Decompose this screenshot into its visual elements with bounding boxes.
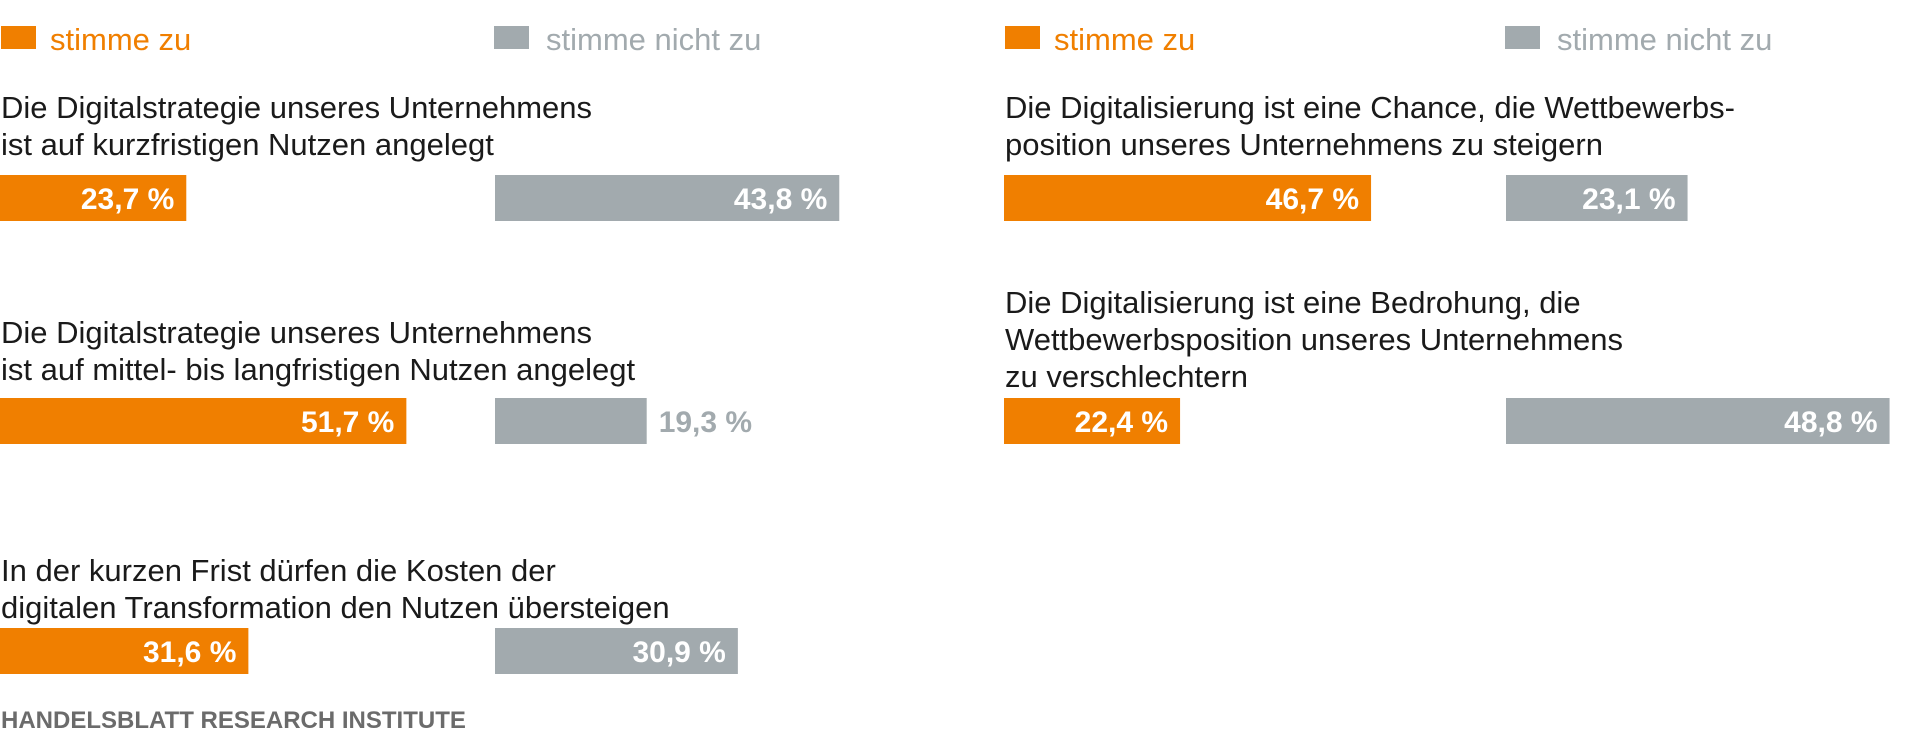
value-disagree-3: 30,9 %	[632, 636, 725, 669]
value-agree-4: 46,7 %	[1266, 183, 1359, 216]
question-4-line-1: Die Digitalisierung ist eine Chance, die…	[1005, 90, 1735, 125]
legend-swatch-disagree-1	[1505, 26, 1540, 49]
bar-disagree-2	[495, 398, 647, 444]
value-agree-5: 22,4 %	[1075, 406, 1168, 439]
question-2-line-1: Die Digitalstrategie unseres Unternehmen…	[1, 315, 592, 350]
bar-disagree-1	[495, 175, 840, 221]
legend-label-disagree-0: stimme nicht zu	[546, 22, 761, 57]
source-label: HANDELSBLATT RESEARCH INSTITUTE	[1, 707, 466, 733]
legend-label-disagree-1: stimme nicht zu	[1557, 22, 1772, 57]
question-5-line-3: zu verschlechtern	[1005, 359, 1248, 394]
legend-swatch-agree-1	[1005, 26, 1040, 49]
legend-swatch-agree-0	[1, 26, 36, 49]
value-agree-3: 31,6 %	[143, 636, 236, 669]
question-2-line-2: ist auf mittel- bis langfristigen Nutzen…	[1, 352, 635, 387]
bar-agree-5	[1004, 398, 1181, 444]
bar-disagree-3	[495, 628, 738, 674]
question-1-line-2: ist auf kurzfristigen Nutzen angelegt	[1, 127, 494, 162]
value-agree-2: 51,7 %	[301, 406, 394, 439]
bar-agree-2	[0, 398, 407, 444]
question-4-line-2: position unseres Unternehmens zu steiger…	[1005, 127, 1603, 162]
question-3-line-2: digitalen Transformation den Nutzen über…	[1, 590, 670, 625]
bar-disagree-5	[1506, 398, 1890, 444]
value-disagree-2: 19,3 %	[659, 406, 752, 439]
legend-label-agree-1: stimme zu	[1054, 22, 1195, 57]
bar-agree-4	[1004, 175, 1372, 221]
question-5-line-2: Wettbewerbsposition unseres Unternehmens	[1005, 322, 1623, 357]
bar-disagree-4	[1506, 175, 1688, 221]
bar-agree-3	[0, 628, 249, 674]
value-disagree-5: 48,8 %	[1784, 406, 1877, 439]
value-agree-1: 23,7 %	[81, 183, 174, 216]
value-disagree-1: 43,8 %	[734, 183, 827, 216]
legend-label-agree-0: stimme zu	[50, 22, 191, 57]
question-5-line-1: Die Digitalisierung ist eine Bedrohung, …	[1005, 285, 1581, 320]
bar-agree-1	[0, 175, 187, 221]
legend-swatch-disagree-0	[494, 26, 529, 49]
value-disagree-4: 23,1 %	[1582, 183, 1675, 216]
question-1-line-1: Die Digitalstrategie unseres Unternehmen…	[1, 90, 592, 125]
question-3-line-1: In der kurzen Frist dürfen die Kosten de…	[1, 553, 556, 588]
